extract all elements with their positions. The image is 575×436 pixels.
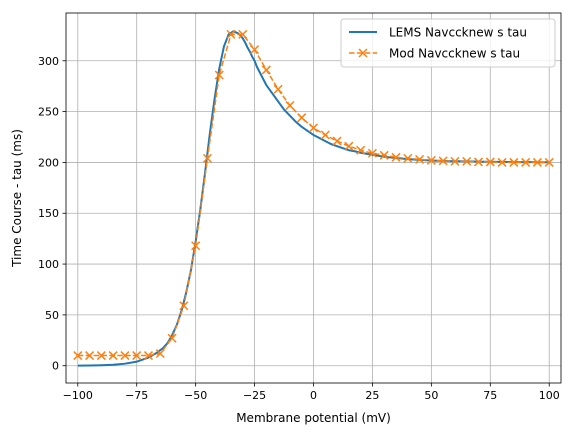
x-tick-label: −100 <box>63 389 93 402</box>
series-point-mod <box>261 65 271 75</box>
x-tick-label: 0 <box>310 389 317 402</box>
series-point-mod <box>379 150 389 160</box>
legend-label-mod: Mod Navccknew s tau <box>389 47 520 61</box>
legend-label-lems: LEMS Navccknew s tau <box>389 26 527 40</box>
series-point-mod <box>143 351 154 361</box>
series-point-mod <box>473 157 484 167</box>
x-tick-label: 100 <box>539 389 560 402</box>
series-point-mod <box>497 157 507 167</box>
series-point-mod <box>167 333 177 343</box>
series-point-mod <box>273 84 283 94</box>
series-point-mod <box>179 301 189 311</box>
series-point-mod <box>367 148 377 158</box>
series-point-mod <box>73 351 83 361</box>
series-point-mod <box>450 156 460 166</box>
series-point-mod <box>320 130 330 140</box>
series-point-mod <box>544 157 554 167</box>
legend-box <box>340 18 556 68</box>
series-point-mod <box>344 141 354 151</box>
series-point-mod <box>308 123 319 133</box>
series-point-mod <box>96 351 106 361</box>
x-tick-label: −50 <box>184 389 207 402</box>
y-tick-label: 150 <box>38 207 59 220</box>
x-tick-label: 25 <box>365 389 379 402</box>
y-tick-label: 200 <box>38 156 59 169</box>
series-point-mod <box>214 70 224 80</box>
x-tick-label: −75 <box>125 389 148 402</box>
series-point-mod <box>426 155 436 165</box>
series-point-mod <box>85 351 95 361</box>
series-point-mod <box>120 351 130 361</box>
series-point-mod <box>415 154 425 164</box>
y-tick-label: 50 <box>45 309 59 322</box>
series-point-mod <box>509 157 519 167</box>
series-point-mod <box>462 156 472 166</box>
y-tick-label: 0 <box>52 360 59 373</box>
axis-ticks: −100 −75 −50 −25 0 25 50 75 100 0 50 100 150 200 250 30… <box>38 55 560 402</box>
series-point-mod <box>297 113 307 123</box>
x-tick-label: 75 <box>483 389 497 402</box>
y-tick-label: 250 <box>38 106 59 119</box>
series-point-mod <box>250 45 260 55</box>
legend: LEMS Navccknew s tau Mod Navccknew s tau <box>340 18 556 68</box>
series-point-mod <box>238 29 248 39</box>
y-axis-label: Time Course - tau (ms) <box>10 129 24 268</box>
series-point-mod <box>202 153 212 163</box>
series-point-mod <box>521 157 531 167</box>
y-tick-label: 100 <box>38 258 59 271</box>
series-point-mod <box>403 153 413 163</box>
series-point-mod <box>485 157 495 167</box>
series-point-mod <box>155 348 165 359</box>
series-point-mod <box>191 241 201 251</box>
x-tick-label: 50 <box>424 389 438 402</box>
series-point-mod <box>285 100 295 111</box>
x-tick-label: −25 <box>243 389 266 402</box>
y-tick-label: 300 <box>38 55 59 68</box>
series-point-mod <box>332 136 342 146</box>
series-point-mod <box>391 152 401 162</box>
series-point-mod <box>356 145 366 155</box>
series-point-mod <box>108 351 118 361</box>
grid <box>66 13 561 383</box>
x-axis-label: Membrane potential (mV) <box>236 411 391 425</box>
series-point-mod <box>532 157 542 167</box>
legend-marker-mod <box>358 48 368 58</box>
series-point-mod <box>226 29 236 39</box>
series-point-mod <box>132 351 142 361</box>
plot-series <box>73 29 554 367</box>
series-point-mod <box>438 156 448 166</box>
